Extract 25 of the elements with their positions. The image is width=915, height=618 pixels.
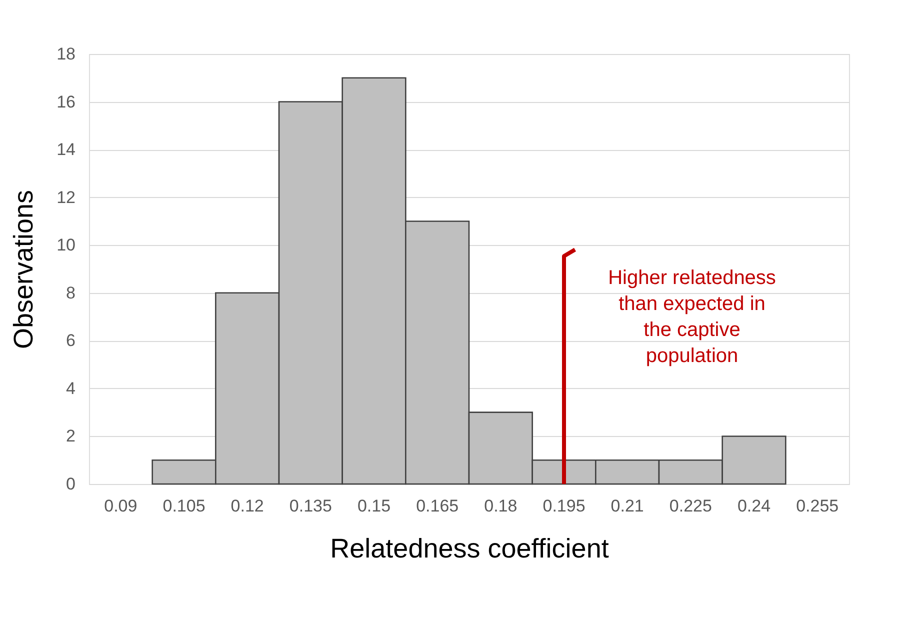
x-tick-label: 0.135 xyxy=(289,496,332,516)
y-tick-label: 18 xyxy=(56,44,76,64)
x-tick-label: 0.09 xyxy=(104,496,138,516)
y-tick-label: 12 xyxy=(56,188,76,207)
y-tick-label: 8 xyxy=(66,283,76,302)
x-tick-label: 0.225 xyxy=(669,496,712,516)
x-tick-label: 0.165 xyxy=(416,496,459,516)
y-tick-label: 10 xyxy=(56,236,76,255)
x-axis-title: Relatedness coefficient xyxy=(330,534,610,564)
x-tick-label: 0.12 xyxy=(230,496,264,516)
y-tick-label: 0 xyxy=(66,474,76,494)
x-tick-label: 0.18 xyxy=(484,496,518,516)
y-axis-title: Observations xyxy=(8,190,39,350)
y-tick-label: 2 xyxy=(66,426,76,446)
x-tick-label: 0.195 xyxy=(542,496,586,516)
x-tick-label: 0.24 xyxy=(737,496,771,516)
x-tick-label: 0.15 xyxy=(357,496,391,516)
y-tick-label: 14 xyxy=(56,140,76,160)
y-tick-label: 16 xyxy=(56,92,76,112)
x-tick-label: 0.21 xyxy=(610,496,644,516)
x-tick-label: 0.105 xyxy=(162,496,206,516)
ref-line-label: Higher relatedness than expected in the captive population xyxy=(608,267,776,368)
y-tick-label: 6 xyxy=(66,331,76,350)
x-tick-label: 0.255 xyxy=(796,496,839,516)
y-tick-label: 4 xyxy=(66,378,76,398)
